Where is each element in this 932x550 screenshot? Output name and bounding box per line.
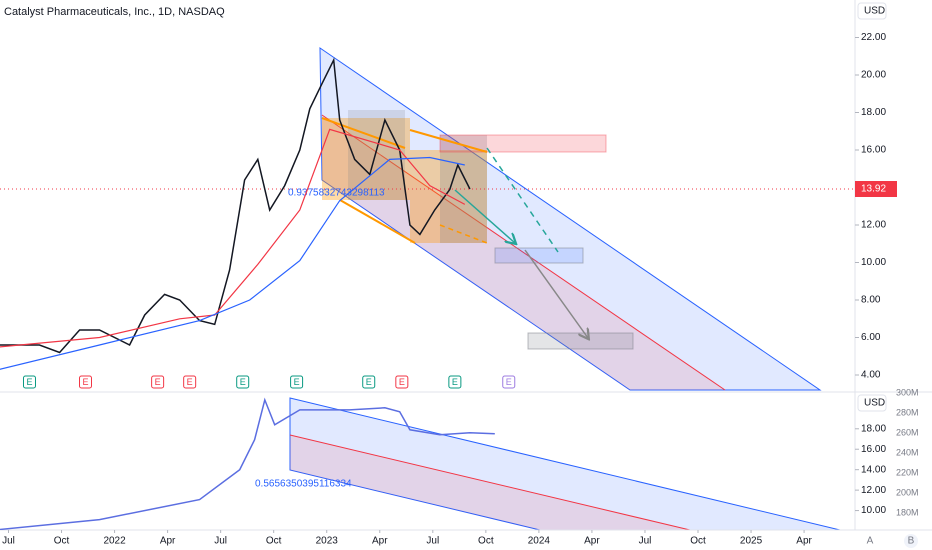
annotation: 0.9375832743298113 (288, 188, 385, 199)
y-tick-label: 14.00 (861, 464, 886, 475)
button-bg[interactable] (904, 534, 918, 548)
event-marker (502, 375, 516, 389)
event-label: E (187, 377, 193, 387)
y-tick-label: 10.00 (861, 505, 886, 516)
event-marker (79, 375, 92, 389)
event-label: E (155, 377, 161, 387)
x-tick-label: Apr (796, 536, 812, 547)
y-tick-label: 6.00 (861, 332, 881, 343)
y-tick-label: 18.00 (861, 107, 886, 118)
y-tick-label: 16.00 (861, 145, 886, 156)
x-tick-label: 2022 (103, 536, 126, 547)
series-line (0, 57, 471, 354)
x-tick-label: 2023 (316, 536, 339, 547)
y2-tick-label: 260M (896, 427, 919, 437)
event-label: E (366, 377, 372, 387)
button[interactable]: A (867, 536, 874, 547)
event-marker (362, 375, 376, 389)
event-marker (395, 375, 409, 389)
pane (0, 397, 495, 530)
y-tick-label: 12.00 (861, 220, 886, 231)
x-tick-label: 2025 (740, 536, 763, 547)
event-label: E (399, 377, 405, 387)
annotation: 0.5656350395116334 (255, 479, 352, 490)
x-tick-label: Apr (372, 536, 388, 547)
event-label: E (26, 377, 32, 387)
price-label: 13.92 (861, 184, 886, 195)
event-marker (22, 375, 36, 389)
x-tick-label: Apr (160, 536, 176, 547)
y2-tick-label: 200M (896, 487, 919, 497)
x-tick-label: Oct (54, 536, 70, 547)
y-tick-label: 20.00 (861, 70, 886, 81)
y-tick-label: 16.00 (861, 444, 886, 455)
x-tick-label: 2024 (528, 536, 551, 547)
x-tick-label: Apr (584, 536, 600, 547)
x-tick-label: Jul (214, 536, 227, 547)
y-tick-label: 4.00 (861, 370, 881, 381)
event-marker (236, 375, 250, 389)
currency-box[interactable] (857, 2, 887, 20)
y2-tick-label: 180M (896, 507, 919, 517)
button[interactable]: B (908, 536, 915, 547)
drawings (0, 47, 855, 391)
y2-tick-label: 240M (896, 447, 919, 457)
currency[interactable]: USD (864, 398, 885, 409)
series-line (0, 128, 466, 348)
x-tick-label: Oct (478, 536, 494, 547)
x-tick-label: Jul (639, 536, 652, 547)
event-label: E (452, 377, 458, 387)
y2-tick-label: 300M (896, 387, 919, 397)
event-marker (448, 375, 462, 389)
event-label: E (240, 377, 246, 387)
y-tick-label: 10.00 (861, 257, 886, 268)
currency[interactable]: USD (864, 6, 885, 17)
series-line (0, 156, 465, 370)
event-label: E (82, 377, 88, 387)
series-line (0, 397, 495, 530)
price-label-bg (855, 181, 897, 197)
y-tick-label: 18.00 (861, 423, 886, 434)
pane (0, 57, 471, 370)
y2-tick-label: 220M (896, 467, 919, 477)
lower-drawings (289, 397, 841, 530)
currency-box[interactable] (857, 394, 887, 412)
y-tick-label: 22.00 (861, 32, 886, 43)
chart-title: Catalyst Pharmaceuticals, Inc., 1D, NASD… (4, 6, 225, 18)
event-marker (151, 375, 165, 389)
y2-tick-label: 280M (896, 407, 919, 417)
event-marker (183, 375, 197, 389)
x-tick-label: Oct (266, 536, 282, 547)
event-marker (290, 375, 304, 389)
x-tick-label: Jul (2, 536, 15, 547)
event-label: E (294, 377, 300, 387)
y-tick-label: 8.00 (861, 295, 881, 306)
x-tick-label: Jul (426, 536, 439, 547)
y-tick-label: 12.00 (861, 485, 886, 496)
x-tick-label: Oct (690, 536, 706, 547)
event-label: E (506, 377, 512, 387)
